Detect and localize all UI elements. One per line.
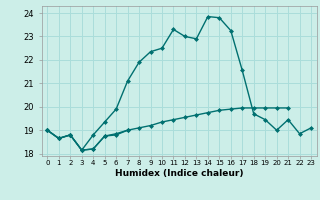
X-axis label: Humidex (Indice chaleur): Humidex (Indice chaleur) (115, 169, 244, 178)
